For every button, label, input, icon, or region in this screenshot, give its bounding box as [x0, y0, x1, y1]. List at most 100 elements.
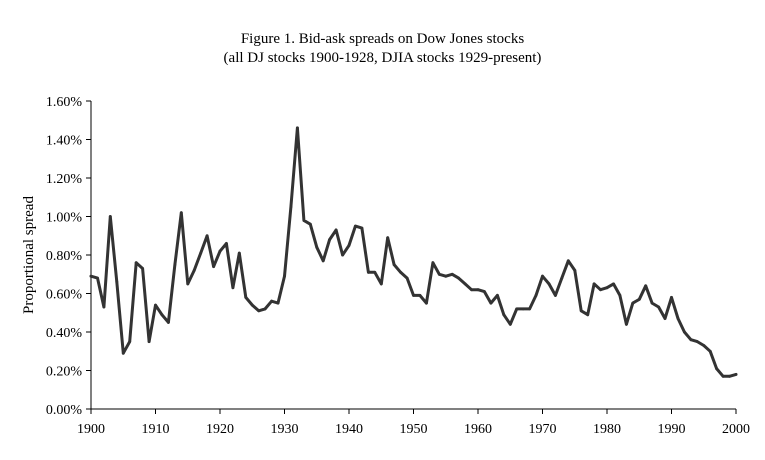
data-point — [379, 282, 383, 286]
data-point — [405, 276, 409, 280]
data-point — [663, 317, 667, 320]
data-point — [586, 313, 590, 317]
chart-title-block: Figure 1. Bid-ask spreads on Dow Jones s… — [0, 30, 765, 68]
data-point — [554, 294, 557, 297]
y-tick-label: 0.60% — [46, 288, 83, 303]
data-point — [179, 211, 183, 215]
data-point — [431, 261, 435, 265]
data-point — [205, 234, 209, 238]
data-point — [483, 290, 486, 293]
data-point — [192, 269, 196, 272]
x-tick-label: 1920 — [206, 422, 234, 437]
data-point — [496, 294, 499, 297]
data-point — [308, 222, 312, 226]
data-point — [521, 307, 525, 311]
data-point — [683, 330, 686, 334]
data-point — [302, 219, 306, 222]
data-point — [618, 294, 622, 297]
chart-title: Figure 1. Bid-ask spreads on Dow Jones s… — [240, 31, 525, 47]
data-point — [457, 276, 460, 280]
data-point — [515, 307, 519, 311]
data-point — [296, 126, 299, 130]
x-tick-label: 1950 — [400, 422, 428, 437]
data-point — [96, 276, 99, 280]
data-point — [347, 244, 351, 247]
data-point — [689, 338, 693, 342]
data-point — [108, 215, 112, 218]
x-axis: 1900 1910 1920 1930 1940 1950 1960 1970 1980 1990… — [77, 408, 750, 437]
data-point — [160, 313, 164, 317]
y-axis-label: Proportional spread — [21, 196, 37, 314]
data-point — [644, 284, 648, 288]
data-point — [263, 307, 267, 311]
y-tick-label: 0.40% — [46, 326, 83, 341]
data-point — [547, 282, 551, 286]
x-tick-label: 1970 — [529, 422, 557, 437]
data-point — [625, 322, 628, 326]
data-point — [147, 340, 151, 343]
data-point — [173, 263, 177, 266]
data-point — [334, 228, 338, 232]
data-point — [154, 303, 157, 307]
data-point — [592, 282, 596, 286]
data-point — [121, 351, 125, 355]
data-point — [573, 269, 577, 272]
data-point — [276, 301, 280, 305]
y-tick-label: 0.80% — [46, 249, 83, 264]
chart-subtitle: (all DJ stocks 1900-1928, DJIA stocks 19… — [223, 50, 542, 66]
data-point — [670, 296, 673, 299]
data-point — [631, 301, 635, 305]
data-point — [676, 317, 680, 320]
data-point — [167, 321, 170, 324]
data-point — [534, 294, 538, 297]
data-point — [708, 349, 712, 353]
data-point — [528, 307, 531, 311]
data-point — [231, 286, 235, 290]
data-point — [270, 299, 273, 303]
series-line — [89, 126, 738, 378]
data-point — [566, 259, 570, 263]
data-point — [721, 374, 725, 378]
data-point — [354, 224, 357, 228]
data-point — [541, 274, 544, 278]
data-point — [425, 301, 428, 305]
data-point — [605, 286, 609, 290]
data-point — [315, 245, 319, 249]
data-point — [218, 249, 222, 253]
data-point — [186, 282, 190, 286]
data-point — [341, 253, 344, 257]
data-point — [502, 313, 506, 317]
data-point — [560, 276, 564, 280]
data-point — [470, 288, 473, 292]
data-point — [212, 265, 216, 268]
data-point — [289, 205, 293, 209]
data-point — [702, 344, 706, 347]
x-tick-label: 1900 — [77, 422, 105, 437]
x-tick-label: 1990 — [658, 422, 686, 437]
data-point — [225, 242, 228, 245]
data-point — [244, 296, 248, 299]
data-point — [321, 259, 325, 263]
data-point — [418, 294, 422, 297]
data-point — [437, 272, 441, 276]
x-tick-label: 1960 — [464, 422, 492, 437]
data-point — [199, 251, 203, 255]
y-tick-label: 0.00% — [46, 403, 83, 418]
data-point — [373, 270, 377, 274]
data-point — [89, 274, 93, 278]
data-point — [734, 373, 738, 376]
x-tick-label: 1980 — [593, 422, 621, 437]
y-tick-label: 0.20% — [46, 365, 83, 380]
data-point — [257, 309, 261, 313]
y-tick-label: 1.20% — [46, 172, 83, 187]
data-point — [102, 305, 106, 309]
x-tick-label: 1910 — [142, 422, 170, 437]
data-point — [128, 340, 132, 343]
data-point — [386, 236, 390, 240]
data-point — [695, 340, 699, 343]
data-point — [328, 238, 331, 242]
x-tick-label: 2000 — [722, 422, 750, 437]
data-point — [715, 367, 718, 370]
series-group — [89, 126, 738, 378]
